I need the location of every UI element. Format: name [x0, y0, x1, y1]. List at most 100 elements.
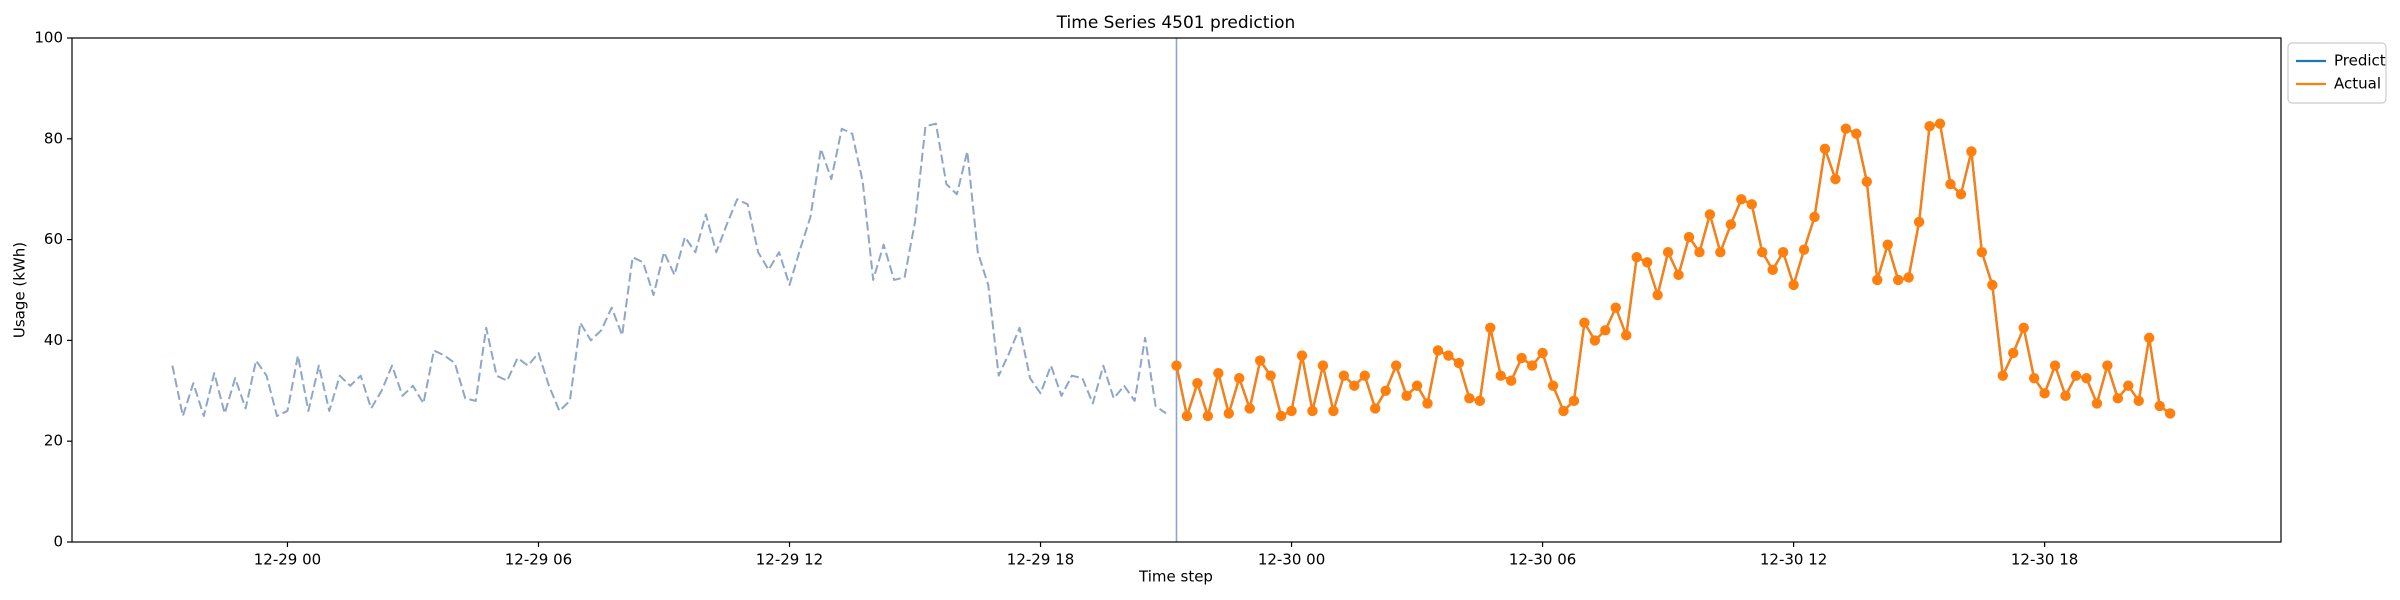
data-point [1903, 272, 1914, 283]
data-point [2008, 347, 2019, 359]
data-point [1213, 367, 1224, 379]
data-point [1474, 395, 1486, 407]
data-point [2144, 332, 2155, 344]
data-point [2164, 408, 2176, 419]
data-point [1945, 178, 1956, 190]
data-point [1307, 405, 1318, 417]
data-point [1589, 335, 1601, 346]
data-point [1997, 370, 2008, 381]
data-point [1736, 194, 1747, 205]
data-point [1987, 279, 1998, 291]
data-point [1579, 317, 1590, 328]
data-point [1464, 393, 1475, 404]
plot-frame [71, 37, 2282, 543]
data-point [2060, 390, 2071, 402]
data-point [1913, 216, 1925, 228]
data-point [2091, 398, 2103, 409]
data-point [1641, 257, 1653, 268]
data-point [1401, 390, 1412, 402]
data-point [1610, 302, 1621, 313]
data-point [1516, 352, 1527, 364]
data-point [1317, 360, 1329, 371]
data-point [1171, 360, 1182, 371]
data-point [1443, 350, 1454, 361]
data-point [1349, 380, 1360, 391]
data-point [2039, 388, 2050, 399]
data-point [2028, 373, 2040, 384]
data-point [1411, 380, 1423, 391]
data-point [1652, 289, 1663, 301]
data-point [1328, 405, 1339, 417]
data-point [1746, 199, 1757, 210]
data-point [1265, 370, 1276, 381]
y-tick-label: 60 [44, 230, 63, 248]
data-point [1422, 398, 1433, 409]
data-point [1505, 375, 1517, 386]
data-point [2081, 373, 2092, 384]
data-point [1830, 173, 1841, 185]
y-tick-label: 0 [53, 533, 63, 551]
y-axis-label: Usage (kWh) [11, 242, 29, 338]
data-point [1234, 373, 1245, 384]
data-point [1861, 176, 1873, 187]
data-point [1924, 121, 1935, 132]
data-point [1882, 239, 1893, 250]
data-point [1798, 244, 1810, 255]
data-point [1600, 325, 1611, 336]
data-point [1694, 247, 1705, 258]
y-tick-label: 100 [34, 29, 63, 47]
data-point [1526, 360, 1538, 371]
legend-label: Actual [2334, 75, 2381, 93]
data-point [1621, 330, 1632, 341]
data-point [1286, 405, 1297, 417]
data-point [1338, 370, 1350, 381]
data-point [1296, 350, 1308, 361]
data-point [2154, 400, 2165, 412]
data-point [1202, 410, 1214, 422]
data-point [1683, 231, 1695, 243]
chart-title: Time Series 4501 prediction [1056, 13, 1296, 33]
data-point [1495, 370, 1506, 381]
data-point [1673, 269, 1684, 281]
data-point [1976, 247, 1988, 258]
data-point [2102, 360, 2113, 371]
data-point [1485, 322, 1496, 333]
data-point [1390, 360, 1402, 371]
x-tick-label: 12-30 12 [1760, 551, 1827, 569]
data-point [1851, 128, 1862, 139]
data-point [1840, 123, 1852, 134]
data-point [2049, 360, 2061, 371]
data-point [1955, 189, 1967, 200]
x-tick-label: 12-30 00 [1258, 551, 1325, 569]
data-point [1181, 410, 1193, 422]
data-point [1809, 211, 1820, 223]
data-point [1767, 264, 1778, 276]
data-point [1568, 395, 1580, 407]
data-point [1662, 247, 1674, 258]
data-point [1537, 347, 1548, 359]
data-point [1380, 385, 1391, 396]
legend-box [2287, 42, 2387, 104]
data-point [1872, 274, 1883, 286]
data-point [1432, 345, 1444, 356]
data-point [1192, 378, 1203, 389]
data-point [1704, 209, 1716, 220]
data-point [1244, 403, 1255, 414]
y-tick-label: 20 [44, 432, 63, 450]
legend-label: Predict [2334, 52, 2386, 70]
data-point [1370, 403, 1381, 414]
data-point [1547, 380, 1559, 391]
data-point [1725, 219, 1737, 230]
y-tick-label: 80 [44, 129, 63, 147]
data-point [1558, 405, 1569, 417]
x-tick-label: 12-29 06 [505, 551, 572, 569]
data-point [1892, 274, 1904, 286]
data-point [1788, 279, 1799, 291]
data-point [1254, 355, 1266, 366]
series-line [171, 122, 1167, 417]
x-tick-label: 12-29 12 [756, 551, 823, 569]
x-tick-label: 12-30 06 [1509, 551, 1576, 569]
x-tick-label: 12-29 18 [1007, 551, 1074, 569]
